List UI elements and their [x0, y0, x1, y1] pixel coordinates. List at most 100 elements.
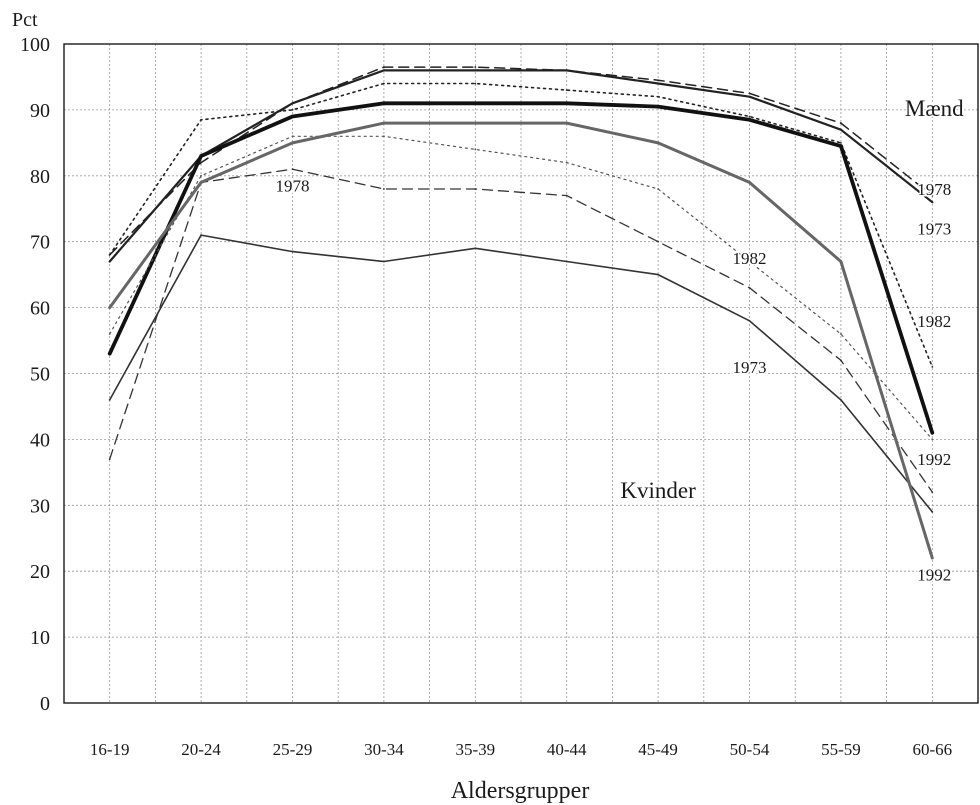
x-tick-label: 40-44	[547, 740, 587, 759]
data-point-men-1973	[383, 69, 385, 72]
data-point-women-1973	[200, 234, 203, 237]
series-line-women-1992	[108, 121, 934, 560]
data-point-women-1982	[108, 333, 111, 335]
data-point-men-1978	[565, 69, 568, 72]
data-point-men-1982	[383, 82, 385, 85]
data-point-men-1992	[840, 145, 842, 148]
data-point-women-1973	[108, 398, 111, 401]
data-point-men-1992	[565, 102, 568, 105]
data-point-men-1992	[291, 115, 294, 118]
data-point-men-1992	[200, 155, 203, 157]
data-point-women-1992	[108, 306, 111, 309]
data-point-women-1973	[840, 398, 842, 401]
plot-frame	[63, 43, 979, 704]
data-point-women-1982	[383, 135, 385, 138]
data-point-women-1982	[565, 161, 568, 164]
data-point-men-1992	[931, 431, 934, 434]
series-line-women-1978	[109, 168, 933, 493]
data-point-men-1982	[291, 109, 294, 111]
x-tick-label: 35-39	[455, 740, 495, 759]
x-tick-label: 30-34	[364, 740, 404, 759]
annotation-label: 1992	[917, 565, 951, 584]
annotations: Mænd 1978 1973 1982 1992 1992 Kvinder 1973 1982 1…	[274, 94, 966, 586]
data-point-women-1973	[748, 319, 751, 322]
data-point-women-1982	[200, 174, 203, 177]
data-point-women-1978	[565, 194, 568, 197]
series-line-women-1973	[108, 234, 934, 513]
annotation-label: 1978	[276, 177, 310, 196]
x-tick-label: 55-59	[821, 740, 861, 759]
data-point-men-1992	[474, 102, 477, 105]
data-point-women-1992	[657, 141, 659, 144]
data-point-women-1978	[108, 458, 111, 461]
data-point-men-1982	[840, 141, 842, 144]
series-line-men-1978	[108, 66, 934, 256]
y-tick-label: 100	[20, 34, 50, 56]
data-point-women-1973	[565, 260, 568, 263]
y-tick-labels: 0 10 20 30 40 50 60 70 80 90 100	[20, 34, 50, 715]
data-point-men-1982	[931, 366, 934, 368]
data-point-men-1978	[657, 79, 659, 82]
data-point-men-1978	[200, 161, 203, 164]
data-point-women-1978	[748, 286, 751, 289]
series-line-men-1973	[108, 69, 934, 263]
data-point-women-1992	[565, 122, 568, 124]
y-tick-label: 80	[30, 166, 50, 188]
x-axis-label: Aldersgrupper	[451, 778, 590, 804]
data-point-women-1982	[474, 148, 477, 151]
data-point-men-1992	[108, 352, 111, 355]
data-point-women-1992	[291, 141, 294, 144]
data-point-men-1973	[657, 82, 659, 85]
data-point-women-1978	[291, 168, 294, 171]
annotation-label: 1992	[917, 450, 951, 469]
data-point-women-1992	[474, 122, 477, 124]
data-point-men-1982	[108, 253, 111, 256]
data-point-men-1973	[840, 128, 842, 131]
data-point-women-1982	[657, 188, 659, 190]
data-point-women-1992	[383, 122, 385, 124]
data-point-men-1992	[657, 105, 659, 108]
data-point-men-1982	[200, 118, 203, 121]
x-tick-label: 16-19	[90, 740, 130, 759]
data-point-women-1978	[474, 188, 477, 190]
y-tick-label: 10	[30, 627, 50, 649]
y-tick-label: 0	[40, 693, 50, 715]
annotation-label: 1982	[917, 312, 951, 331]
y-tick-label: 90	[30, 100, 50, 122]
data-point-men-1992	[748, 118, 751, 121]
data-point-women-1982	[291, 135, 294, 138]
y-tick-label: 70	[30, 232, 50, 254]
data-point-men-1978	[748, 92, 751, 95]
data-point-men-1978	[383, 66, 385, 68]
data-point-women-1992	[748, 181, 751, 184]
data-point-women-1978	[931, 491, 934, 494]
data-point-men-1973	[931, 201, 934, 204]
x-tick-label: 20-24	[181, 740, 221, 759]
data-point-women-1992	[840, 260, 842, 263]
data-point-women-1992	[931, 557, 934, 559]
data-point-men-1978	[931, 194, 934, 197]
data-point-women-1982	[840, 333, 842, 335]
data-point-women-1973	[383, 260, 385, 263]
data-point-women-1973	[931, 510, 934, 513]
annotation-label: 1973	[733, 358, 767, 377]
data-point-women-1982	[931, 438, 934, 441]
y-tick-label: 30	[30, 495, 50, 517]
data-point-women-1973	[474, 247, 477, 250]
series-lines	[107, 66, 935, 560]
data-point-men-1992	[383, 102, 385, 105]
x-tick-label: 25-29	[273, 740, 313, 759]
annotation-label: 1982	[733, 249, 767, 268]
y-axis-label: Pct	[12, 9, 38, 31]
grid-lines	[64, 44, 978, 703]
data-point-women-1978	[840, 359, 842, 362]
x-tick-label: 45-49	[638, 740, 678, 759]
annotation-label: 1978	[917, 180, 951, 199]
data-point-men-1973	[108, 260, 111, 263]
series-line-men-1992	[107, 101, 935, 435]
data-point-women-1992	[200, 181, 203, 184]
y-tick-label: 20	[30, 561, 50, 583]
x-tick-label: 50-54	[730, 740, 770, 759]
data-point-women-1973	[657, 273, 659, 276]
